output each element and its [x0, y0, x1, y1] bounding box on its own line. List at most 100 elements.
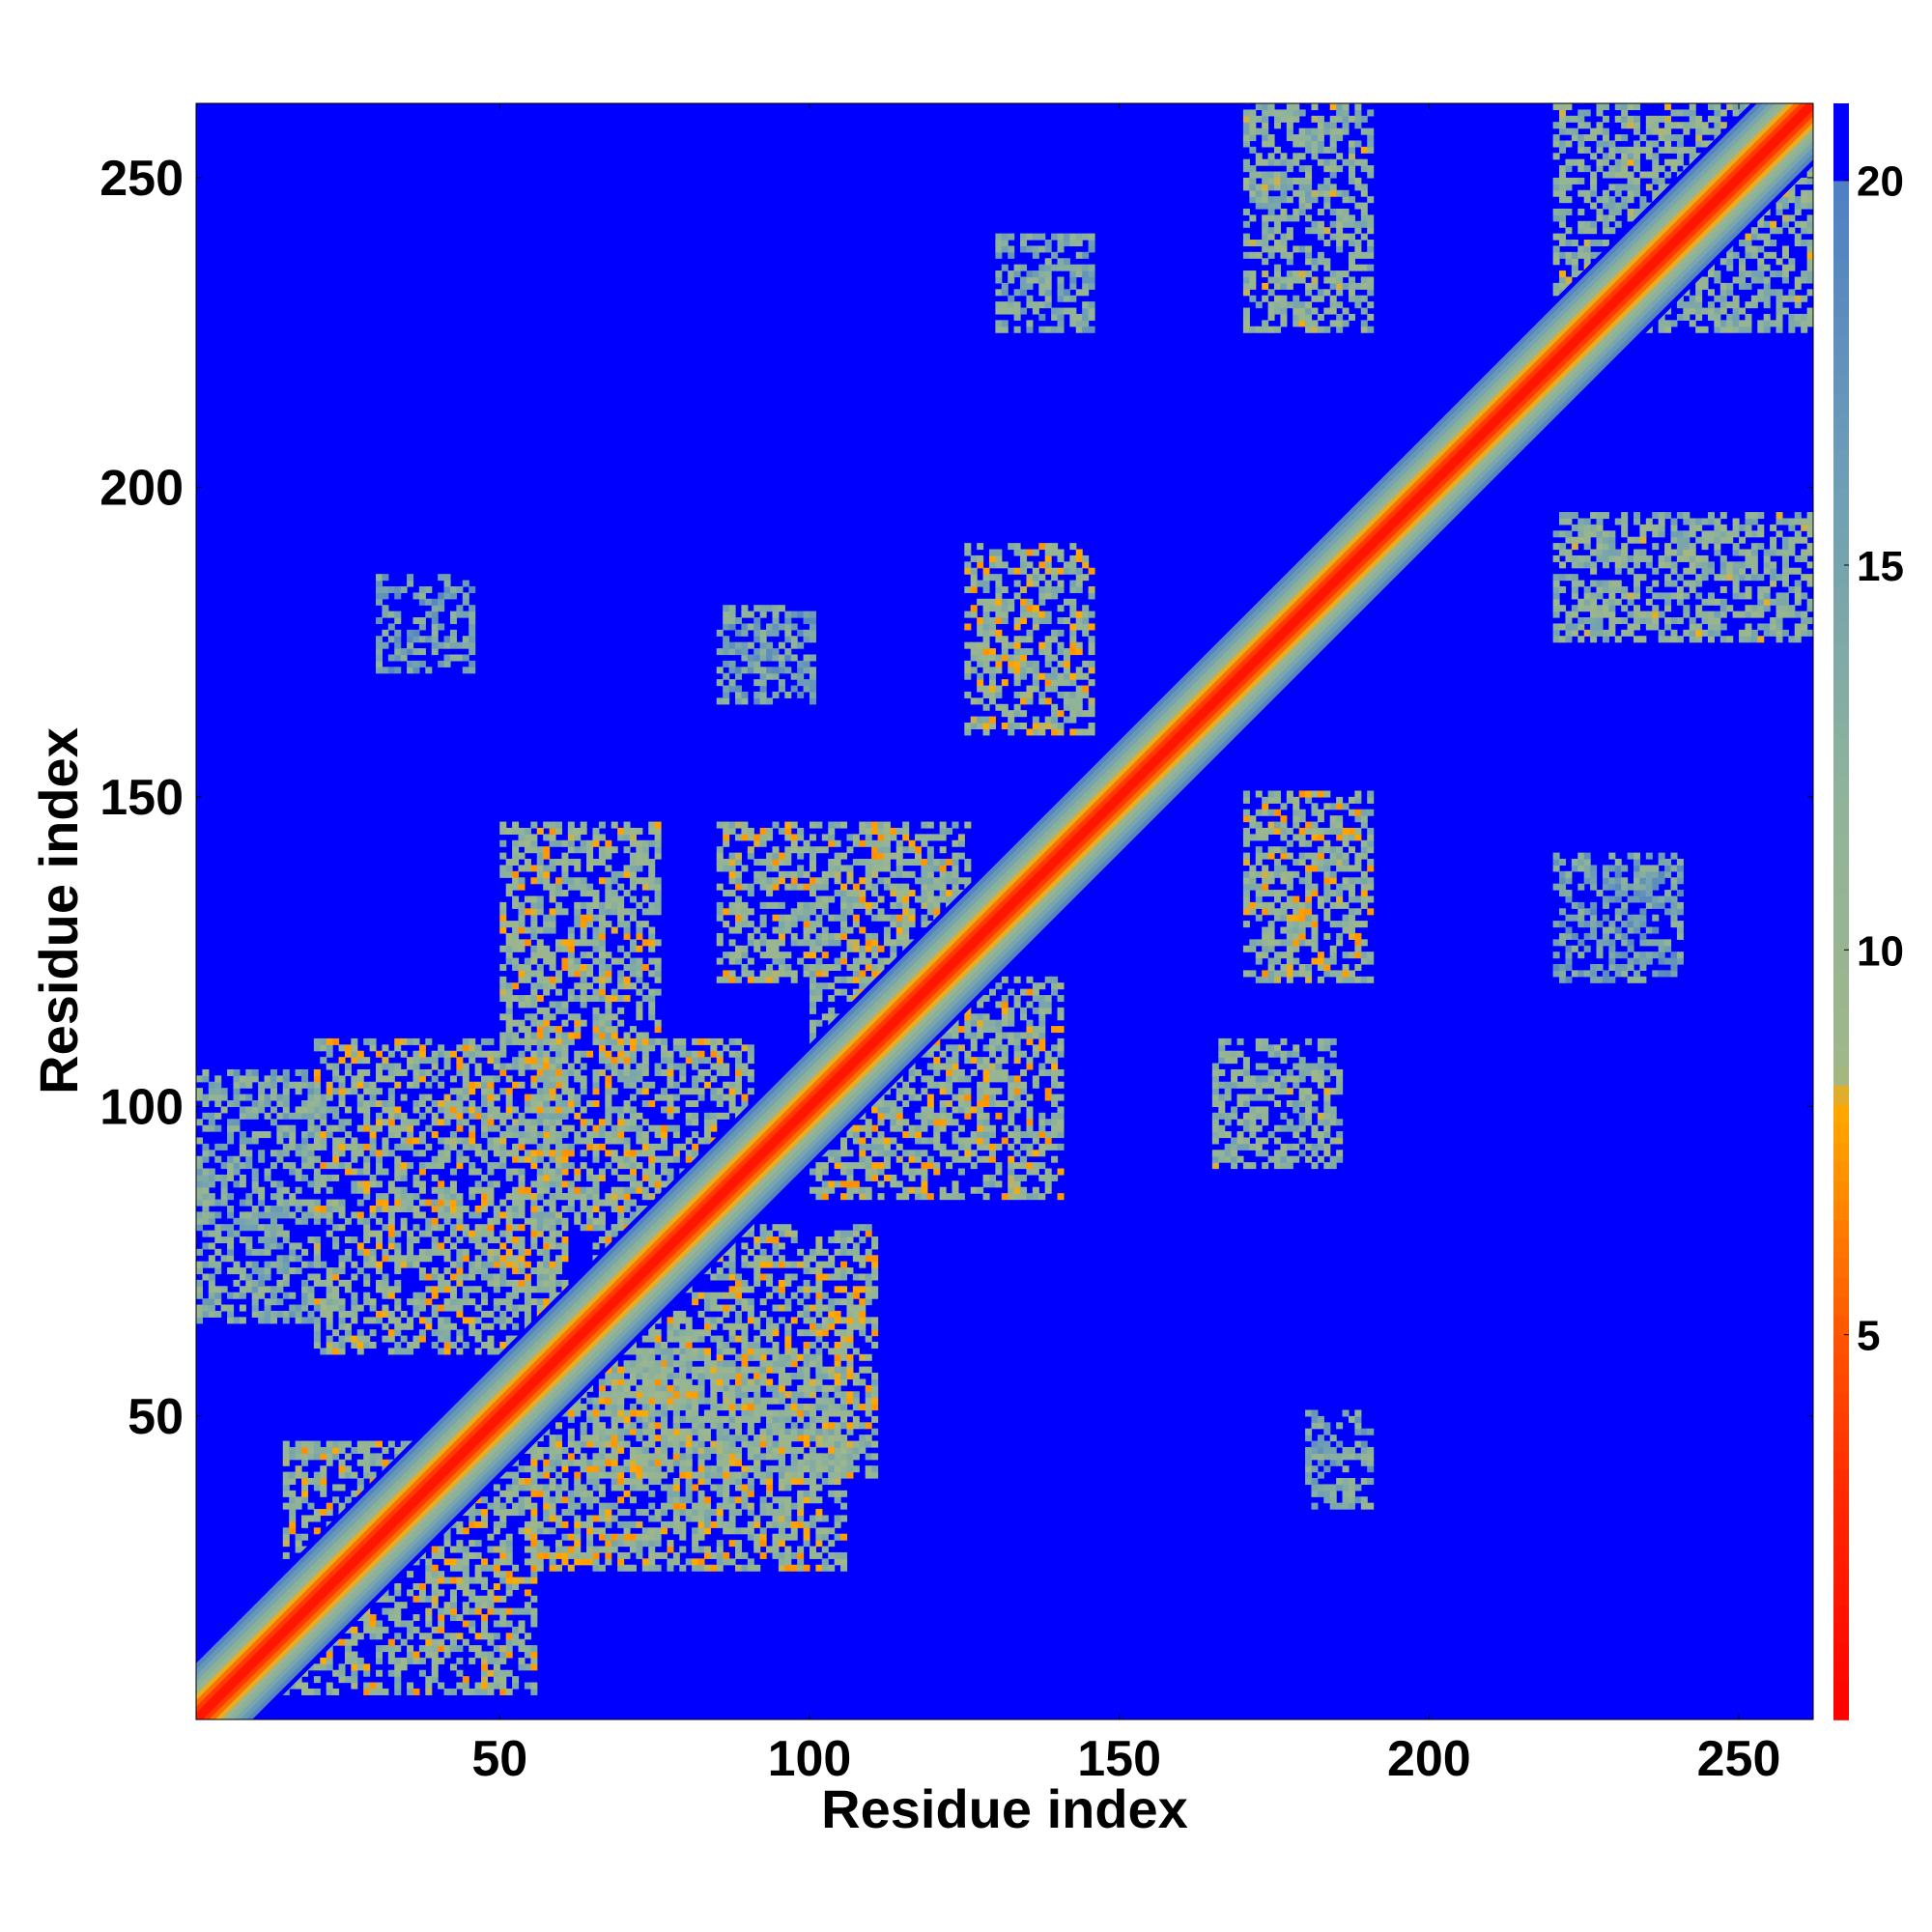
heatmap-cell [387, 1614, 395, 1622]
heatmap-cell [803, 1520, 810, 1528]
heatmap-cell [487, 1657, 495, 1664]
heatmap-cell [852, 1304, 860, 1312]
heatmap-cell [685, 1435, 693, 1442]
heatmap-cell [580, 1459, 587, 1466]
heatmap-cell [443, 1633, 451, 1640]
heatmap-cell [326, 1186, 333, 1194]
heatmap-cell [313, 1676, 321, 1684]
heatmap-cell [592, 1124, 600, 1132]
heatmap-cell [320, 1094, 327, 1101]
heatmap-cell [877, 1106, 885, 1114]
heatmap-cell [338, 1484, 346, 1492]
heatmap-cell [549, 1155, 556, 1163]
heatmap-cell [425, 1564, 433, 1572]
heatmap-cell [667, 1075, 674, 1083]
heatmap-cell [598, 1224, 606, 1232]
heatmap-cell [524, 1094, 531, 1101]
heatmap-cell [672, 1063, 680, 1070]
heatmap-cell [474, 1304, 482, 1312]
heatmap-cell [549, 1193, 556, 1201]
heatmap-cell [605, 1150, 612, 1157]
heatmap-cell [407, 1657, 414, 1664]
heatmap-cell [282, 1484, 290, 1492]
heatmap-cell [741, 1496, 749, 1504]
heatmap-cell [394, 1322, 402, 1330]
heatmap-cell [859, 1422, 867, 1430]
heatmap-cell [672, 1459, 680, 1466]
heatmap-cell [605, 1435, 612, 1442]
heatmap-cell [735, 1496, 743, 1504]
heatmap-cell [363, 1292, 371, 1299]
heatmap-cell [425, 1595, 433, 1603]
heatmap-cell [821, 1404, 829, 1411]
heatmap-cell [425, 1633, 433, 1640]
heatmap-cell [438, 1551, 445, 1559]
heatmap-cell [629, 1540, 637, 1548]
heatmap-cell [512, 1143, 520, 1151]
heatmap-cell [710, 1366, 718, 1374]
heatmap-cell [313, 1663, 321, 1671]
heatmap-cell [679, 1317, 687, 1324]
heatmap-cell [697, 1292, 705, 1299]
heatmap-cell [809, 976, 816, 983]
heatmap-cell [580, 1422, 587, 1430]
heatmap-cell [449, 1137, 457, 1145]
heatmap-cell [735, 1050, 743, 1058]
heatmap-cell [369, 1614, 377, 1622]
heatmap-cell [877, 1180, 885, 1188]
heatmap-cell [400, 1143, 408, 1151]
heatmap-cell [456, 1217, 464, 1225]
heatmap-cell [394, 1131, 402, 1139]
heatmap-cell [654, 1174, 662, 1181]
heatmap-cell [815, 1428, 823, 1435]
heatmap-cell [543, 1255, 551, 1263]
heatmap-cell [692, 1484, 699, 1492]
heatmap-cell [648, 1329, 656, 1337]
heatmap-cell [394, 1682, 402, 1690]
heatmap-cell [376, 1310, 384, 1318]
heatmap-cell [617, 1217, 625, 1225]
heatmap-cell [636, 1068, 643, 1076]
heatmap-cell [530, 1540, 538, 1548]
heatmap-cell [549, 1478, 556, 1486]
heatmap-cell [741, 1261, 749, 1268]
heatmap-cell [685, 1353, 693, 1361]
heatmap-cell [617, 1057, 625, 1065]
heatmap-cell [852, 988, 860, 996]
heatmap-cell [332, 1453, 340, 1461]
heatmap-cell [852, 1286, 860, 1293]
heatmap-cell [629, 1404, 637, 1411]
heatmap-cell [697, 1353, 705, 1361]
heatmap-cell [530, 1119, 538, 1126]
heatmap-cell [654, 1422, 662, 1430]
heatmap-cell [846, 1168, 854, 1176]
heatmap-cell [518, 1286, 526, 1293]
heatmap-cell [313, 1112, 321, 1120]
heatmap-cell [407, 1162, 414, 1170]
heatmap-cell [443, 1558, 451, 1566]
heatmap-cell [536, 1286, 544, 1293]
heatmap-cell [407, 1143, 414, 1151]
heatmap-cell [809, 1490, 816, 1497]
heatmap-cell [840, 1415, 848, 1423]
heatmap-cell [363, 1155, 371, 1163]
heatmap-cell [661, 1453, 668, 1461]
heatmap-cell [865, 1255, 872, 1263]
heatmap-cell [840, 1353, 848, 1361]
heatmap-cell [623, 1205, 631, 1212]
heatmap-cell [555, 1422, 563, 1430]
heatmap-cell [629, 1211, 637, 1219]
heatmap-cell [809, 1007, 816, 1014]
heatmap-cell [605, 1131, 612, 1139]
heatmap-cell [840, 1533, 848, 1541]
heatmap-cell [351, 1298, 358, 1306]
heatmap-cell [766, 1415, 774, 1423]
heatmap-cell [685, 1317, 693, 1324]
heatmap-cell [543, 1484, 551, 1492]
heatmap-cell [741, 1373, 749, 1380]
heatmap-cell [815, 1335, 823, 1343]
heatmap-cell [543, 1267, 551, 1275]
heatmap-cell [753, 1540, 761, 1548]
heatmap-cell [846, 1391, 854, 1399]
heatmap-cell [536, 1551, 544, 1559]
